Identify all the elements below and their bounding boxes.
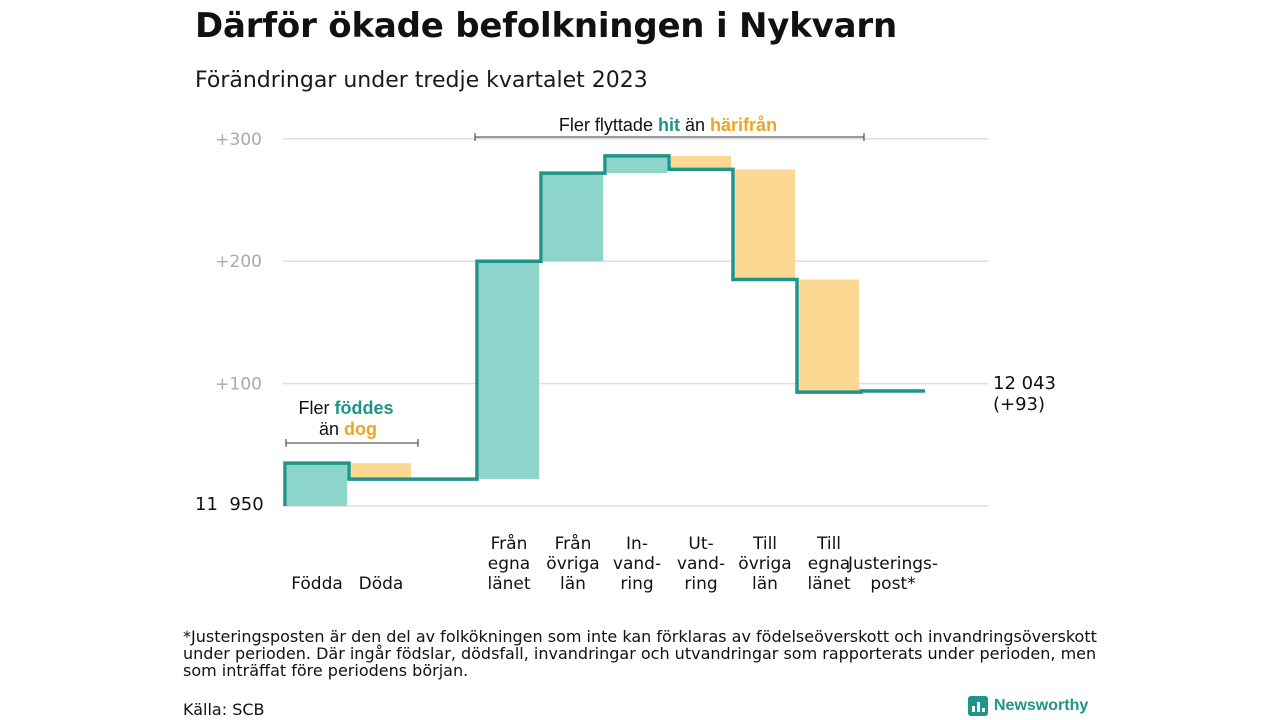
base-value-label: 11 950 (195, 494, 264, 515)
grid-lines (283, 138, 988, 507)
bar-doda (351, 463, 411, 480)
category-label-utvandring: Ut- (688, 534, 713, 554)
migration-bracket (474, 133, 865, 141)
chart-subtitle: Förändringar under tredje kvartalet 2023 (195, 68, 648, 93)
y-tick-label: +100 (215, 375, 262, 395)
waterfall-chart: +100+200+300 Födda DödaFrånegnalänetFrånö… (195, 115, 1056, 594)
births-emph-died: dog (344, 419, 377, 439)
bar-invandring (607, 155, 667, 174)
bar-till-egna-lanet (799, 279, 859, 393)
births-middle: än (319, 419, 339, 439)
category-labels: Födda DödaFrånegnalänetFrånövrigalänIn-va… (291, 533, 938, 594)
category-label-till-ovriga-lan: övriga (738, 554, 791, 574)
y-tick-labels: +100 +200 +300 (215, 130, 262, 395)
births-annotation-line2: än dog (319, 419, 377, 439)
category-label-utvandring: vand- (677, 554, 725, 574)
category-label-doda: Döda (359, 574, 404, 594)
category-label-till-egna-lanet: Till (816, 534, 841, 554)
migration-middle: än (685, 115, 705, 135)
category-label-fran-egna-lanet: Från (491, 533, 528, 554)
migration-prefix: Fler flyttade (559, 115, 653, 135)
category-label-justeringspost: Justerings- (847, 554, 938, 574)
births-annotation-line1: Fler föddes (298, 398, 393, 418)
category-label-fran-egna-lanet: egna (488, 554, 530, 574)
category-label-fran-ovriga-lan: Från (555, 533, 592, 554)
end-value-label: 12 043 (993, 373, 1056, 394)
cumulative-step-line (283, 154, 925, 506)
end-change-label: (+93) (993, 394, 1045, 415)
bar-till-ovriga-lan (735, 169, 795, 280)
bar-fran-egna-lanet (479, 261, 539, 480)
category-label-fran-egna-lanet: länet (487, 574, 530, 594)
footnote: *Justeringsposten är den del av folkökni… (183, 627, 1097, 680)
chart-title: Därför ökade befolkningen i Nykvarn (195, 6, 897, 46)
bar-utvandring (671, 155, 731, 170)
category-label-fodda: Födda (291, 574, 343, 594)
migration-emph-hit: hit (658, 115, 680, 135)
category-label-justeringspost: post* (870, 574, 915, 594)
category-label-invandring: ring (620, 574, 653, 594)
category-label-till-egna-lanet: egna (808, 554, 850, 574)
category-label-fran-ovriga-lan: län (560, 574, 586, 594)
bar-fran-ovriga-lan (543, 173, 603, 262)
category-label-invandring: vand- (613, 554, 661, 574)
y-tick-label: +300 (215, 130, 262, 150)
births-prefix: Fler (298, 398, 329, 418)
category-label-invandring: In- (626, 534, 648, 554)
migration-emph-away: härifrån (710, 115, 777, 135)
brand-logo: Newsworthy (968, 696, 1088, 716)
category-label-till-ovriga-lan: län (752, 574, 778, 594)
bar-fodda (287, 463, 347, 506)
category-label-fran-ovriga-lan: övriga (546, 554, 599, 574)
y-tick-label: +200 (215, 252, 262, 272)
bar-chart-logo-icon (968, 696, 988, 716)
category-label-till-egna-lanet: länet (807, 574, 850, 594)
brand-name: Newsworthy (994, 697, 1089, 714)
births-bracket (285, 439, 419, 447)
source-label: Källa: SCB (183, 700, 265, 719)
category-label-till-ovriga-lan: Till (752, 534, 777, 554)
migration-annotation: Fler flyttade hit än härifrån (559, 115, 777, 135)
births-emph-born: föddes (335, 398, 394, 418)
bars (287, 155, 923, 506)
category-label-utvandring: ring (684, 574, 717, 594)
